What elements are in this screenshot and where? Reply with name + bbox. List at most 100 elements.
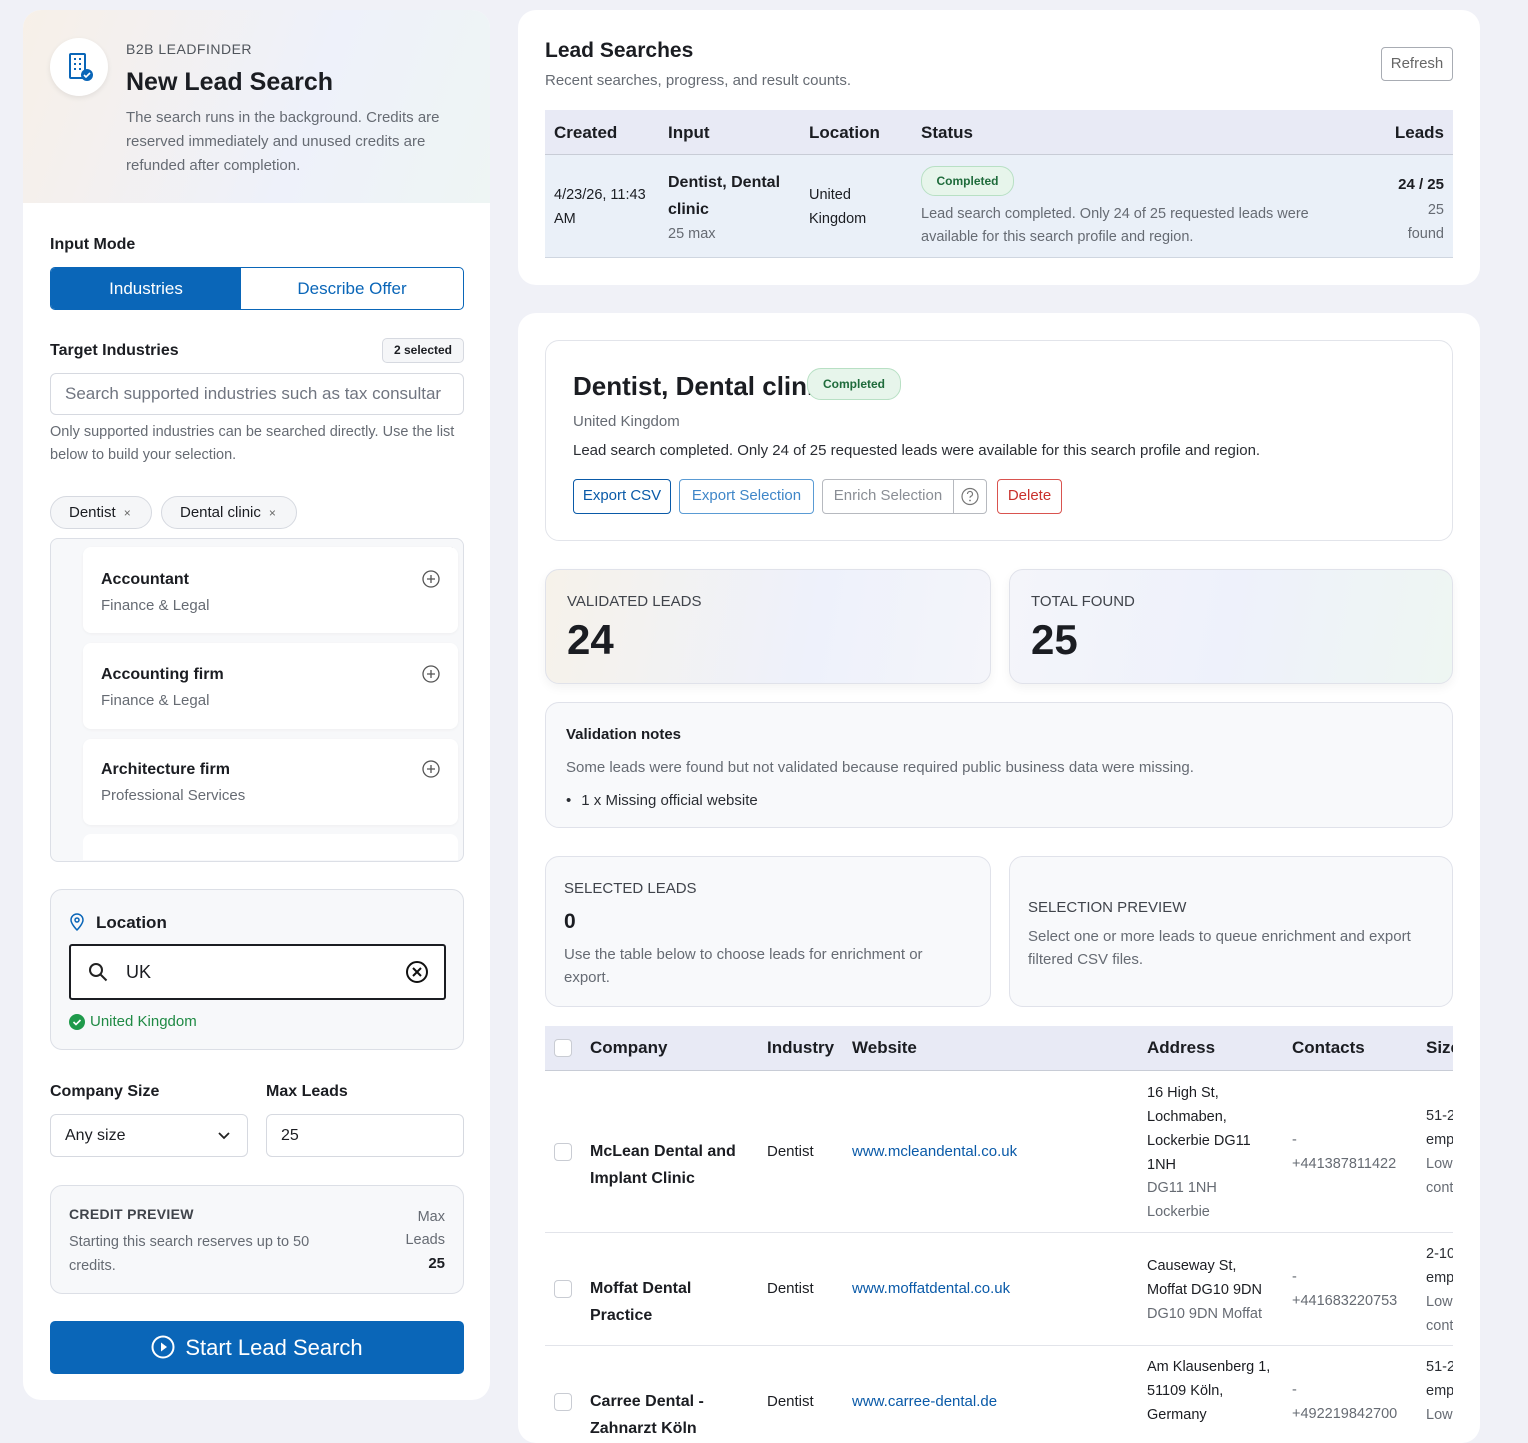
contacts: - +492219842700 <box>1292 1378 1397 1426</box>
refresh-button[interactable]: Refresh <box>1381 47 1453 81</box>
start-button[interactable]: Start Lead Search <box>50 1321 464 1374</box>
leads-count: 24 / 25 <box>1398 176 1444 193</box>
selected-badge: 2 selected <box>382 338 464 363</box>
industry-item[interactable]: Accountant Finance & Legal <box>83 547 458 633</box>
stat-label: TOTAL FOUND <box>1031 593 1135 610</box>
location-match: United Kingdom <box>90 1013 197 1030</box>
row-divider <box>545 1345 1453 1346</box>
input-max: 25 max <box>668 226 716 242</box>
searches-card: Lead Searches Recent searches, progress,… <box>518 10 1480 285</box>
clear-icon[interactable] <box>405 960 429 984</box>
size-line: Low <box>1426 1407 1453 1423</box>
industry-chip[interactable]: Dentist <box>50 496 152 529</box>
search-icon <box>89 963 108 982</box>
export-selection[interactable]: Export Selection <box>679 479 814 514</box>
stat-value: 25 <box>1031 616 1078 663</box>
industry-chip[interactable]: Dental clinic <box>161 496 297 529</box>
input: Dentist, Dental clinic <box>668 174 781 218</box>
size-line: Low <box>1426 1156 1453 1172</box>
size-line: 2-10 <box>1426 1246 1453 1262</box>
industry: Dentist <box>767 1143 814 1160</box>
column-header: Leads <box>1394 123 1444 142</box>
column-header: Company <box>590 1038 668 1057</box>
play-icon <box>151 1335 175 1359</box>
row-checkbox[interactable] <box>554 1393 572 1411</box>
industry-name: Architecture firm <box>101 761 230 778</box>
column-header: Created <box>554 123 618 142</box>
table-header <box>545 1026 1453 1071</box>
column-header: Status <box>921 123 973 142</box>
leads-table: Company Industry Website Address Contact… <box>545 1026 1453 1443</box>
help-button[interactable] <box>953 479 987 514</box>
export-csv[interactable]: Export CSV <box>573 479 671 514</box>
industry-item[interactable]: Architecture firm Professional Services <box>83 739 458 825</box>
input-mode-toggle: Industries Describe Offer <box>50 267 464 310</box>
notes-item-text: 1 x Missing official website <box>581 792 758 809</box>
status-badge: Completed <box>921 166 1014 196</box>
add-icon[interactable] <box>421 759 441 779</box>
selected-value: 0 <box>564 910 576 933</box>
max-leads-label: Max Leads <box>266 1083 348 1100</box>
check-icon <box>69 1014 85 1030</box>
credit-max-label: Max Leads <box>405 1209 445 1248</box>
searches-table: Created Input Location Status Leads 4/23… <box>545 110 1453 258</box>
industry-name: Accounting firm <box>101 666 224 683</box>
enrich-selection[interactable]: Enrich Selection <box>822 479 954 514</box>
size-select[interactable]: Any size <box>50 1114 248 1157</box>
industry-search[interactable]: Search supported industries such as tax … <box>50 373 464 415</box>
size-line: cont <box>1426 1318 1453 1334</box>
location: United Kingdom <box>809 187 867 227</box>
notes-text: Some leads were found but not validated … <box>566 759 1194 776</box>
row-checkbox[interactable] <box>554 1143 572 1161</box>
credit-text: Starting this search reserves up to 50 c… <box>69 1234 310 1274</box>
delete-button[interactable]: Delete <box>997 479 1062 514</box>
preview-label: SELECTION PREVIEW <box>1028 899 1187 916</box>
column-header: Input <box>668 123 710 142</box>
selected-card: SELECTED LEADS 0 Use the table below to … <box>545 856 991 1007</box>
size: 51-2 emp Low <box>1426 1355 1453 1427</box>
website[interactable]: www.carree-dental.de <box>852 1393 998 1410</box>
address: 16 High St, Lochmaben, Lockerbie DG11 1N… <box>1147 1085 1251 1173</box>
select-all[interactable] <box>554 1039 572 1057</box>
selected-text: Use the table below to choose leads for … <box>564 946 923 986</box>
website[interactable]: www.moffatdental.co.uk <box>852 1280 1011 1297</box>
start-label: Start Lead Search <box>185 1335 363 1360</box>
size-line: emp <box>1426 1132 1453 1148</box>
detail-status: Completed <box>807 368 901 400</box>
detail-card: Dentist, Dental clinic Completed United … <box>518 313 1480 1443</box>
panel-header <box>23 10 490 203</box>
contact-line: - <box>1292 1269 1297 1285</box>
mode-option[interactable]: Industries <box>51 268 241 309</box>
add-icon[interactable] <box>421 664 441 684</box>
size: 2-10 emp Low cont <box>1426 1242 1453 1338</box>
contact-line: +441683220753 <box>1292 1293 1398 1309</box>
row-checkbox[interactable] <box>554 1280 572 1298</box>
company: Carree Dental - Zahnarzt Köln <box>590 1393 704 1437</box>
industry-group: Professional Services <box>101 787 246 804</box>
industry: Dentist <box>767 1393 814 1410</box>
help-icon <box>961 487 979 506</box>
created: 4/23/26, 11:43 AM <box>554 187 646 227</box>
industry-item-partial <box>83 834 458 860</box>
add-icon[interactable] <box>421 569 441 589</box>
mode-option[interactable]: Describe Offer <box>297 279 407 298</box>
size-line: cont <box>1426 1180 1453 1196</box>
column-header: Industry <box>767 1038 835 1057</box>
contact-line: +441387811422 <box>1292 1156 1397 1172</box>
max-leads-input[interactable]: 25 <box>266 1114 464 1157</box>
location-input[interactable]: UK <box>69 944 446 1000</box>
detail-title: Dentist, Dental clinic <box>573 371 829 401</box>
size-line: emp <box>1426 1383 1453 1399</box>
row-divider <box>545 1232 1453 1233</box>
building-icon <box>69 53 93 81</box>
search-panel: B2B LEADFINDER New Lead Search The searc… <box>23 10 490 1400</box>
address-extra: DG10 9DN Moffat <box>1147 1306 1262 1322</box>
website[interactable]: www.mcleandental.co.uk <box>852 1143 1018 1160</box>
preview-text: Select one or more leads to queue enrich… <box>1028 928 1411 968</box>
leads-found: 25 found <box>1407 202 1444 242</box>
industry: Dentist <box>767 1280 814 1297</box>
industries-label: Target Industries <box>50 342 179 359</box>
validation-notes: Validation notes Some leads were found b… <box>545 702 1453 828</box>
industry-item[interactable]: Accounting firm Finance & Legal <box>83 643 458 729</box>
